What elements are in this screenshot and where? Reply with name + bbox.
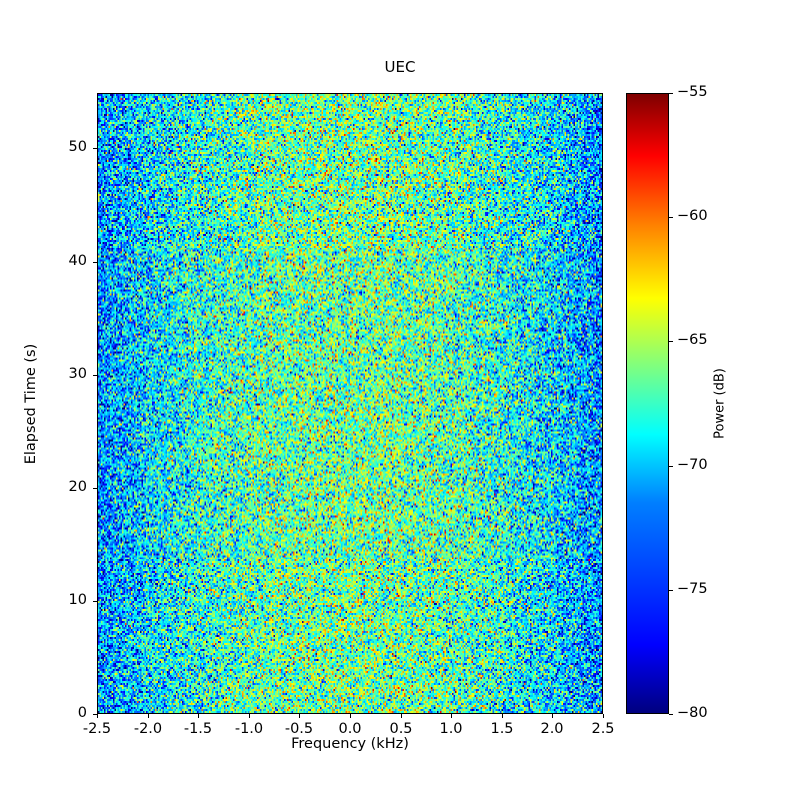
- y-axis-tick-label: 20: [68, 479, 87, 495]
- y-axis-tick-mark: [93, 488, 97, 489]
- colorbar-tick-label: −80: [677, 705, 708, 721]
- x-axis-tick-label: -2.5: [82, 721, 112, 737]
- x-axis-tick-label: 1.0: [439, 721, 463, 737]
- y-axis-tick-label: 0: [77, 705, 87, 721]
- colorbar-tick-mark: [669, 714, 673, 715]
- y-axis-tick-label: 50: [68, 139, 87, 155]
- colorbar-tick-mark: [669, 341, 673, 342]
- x-axis-tick-mark: [451, 714, 452, 718]
- y-axis-tick-mark: [93, 714, 97, 715]
- x-axis-tick-mark: [249, 714, 250, 718]
- x-axis-tick-label: 0.0: [338, 721, 362, 737]
- y-axis-tick-mark: [93, 601, 97, 602]
- y-axis-tick-mark: [93, 262, 97, 263]
- y-axis-tick-label: 40: [68, 253, 87, 269]
- x-axis-tick-label: 2.5: [591, 721, 615, 737]
- x-axis-tick-label: 0.5: [389, 721, 413, 737]
- x-axis-tick-label: -0.5: [284, 721, 314, 737]
- x-axis-tick-mark: [552, 714, 553, 718]
- y-axis-label: Elapsed Time (s): [23, 343, 39, 465]
- x-axis-tick-mark: [350, 714, 351, 718]
- y-axis-tick-mark: [93, 148, 97, 149]
- x-axis-tick-mark: [603, 714, 604, 718]
- colorbar-tick-label: −60: [677, 208, 708, 224]
- colorbar-tick-mark: [669, 590, 673, 591]
- x-axis-tick-mark: [97, 714, 98, 718]
- x-axis-tick-label: -1.5: [183, 721, 213, 737]
- colorbar-tick-label: −75: [677, 581, 708, 597]
- x-axis-tick-label: -1.0: [234, 721, 264, 737]
- x-axis-tick-mark: [401, 714, 402, 718]
- colorbar: [626, 93, 669, 714]
- title-line-station: UEC: [384, 58, 416, 76]
- y-axis-tick-mark: [93, 375, 97, 376]
- x-axis-tick-mark: [148, 714, 149, 718]
- colorbar-tick-label: −55: [677, 84, 708, 100]
- colorbar-tick-mark: [669, 93, 673, 94]
- y-axis-tick-label: 10: [68, 592, 87, 608]
- x-axis-tick-label: -2.0: [133, 721, 163, 737]
- colorbar-tick-mark: [669, 217, 673, 218]
- colorbar-tick-mark: [669, 466, 673, 467]
- spectrogram-axes: [97, 93, 603, 714]
- x-axis-tick-label: 1.5: [490, 721, 514, 737]
- x-axis-tick-label: 2.0: [540, 721, 564, 737]
- x-axis-tick-mark: [299, 714, 300, 718]
- x-axis-tick-mark: [198, 714, 199, 718]
- y-axis-tick-label: 30: [68, 366, 87, 382]
- colorbar-tick-label: −70: [677, 457, 708, 473]
- spectrogram-image: [98, 94, 602, 713]
- x-axis-tick-mark: [502, 714, 503, 718]
- colorbar-tick-label: −65: [677, 332, 708, 348]
- colorbar-label: Power (dB): [712, 368, 728, 439]
- x-axis-label: Frequency (kHz): [291, 736, 409, 752]
